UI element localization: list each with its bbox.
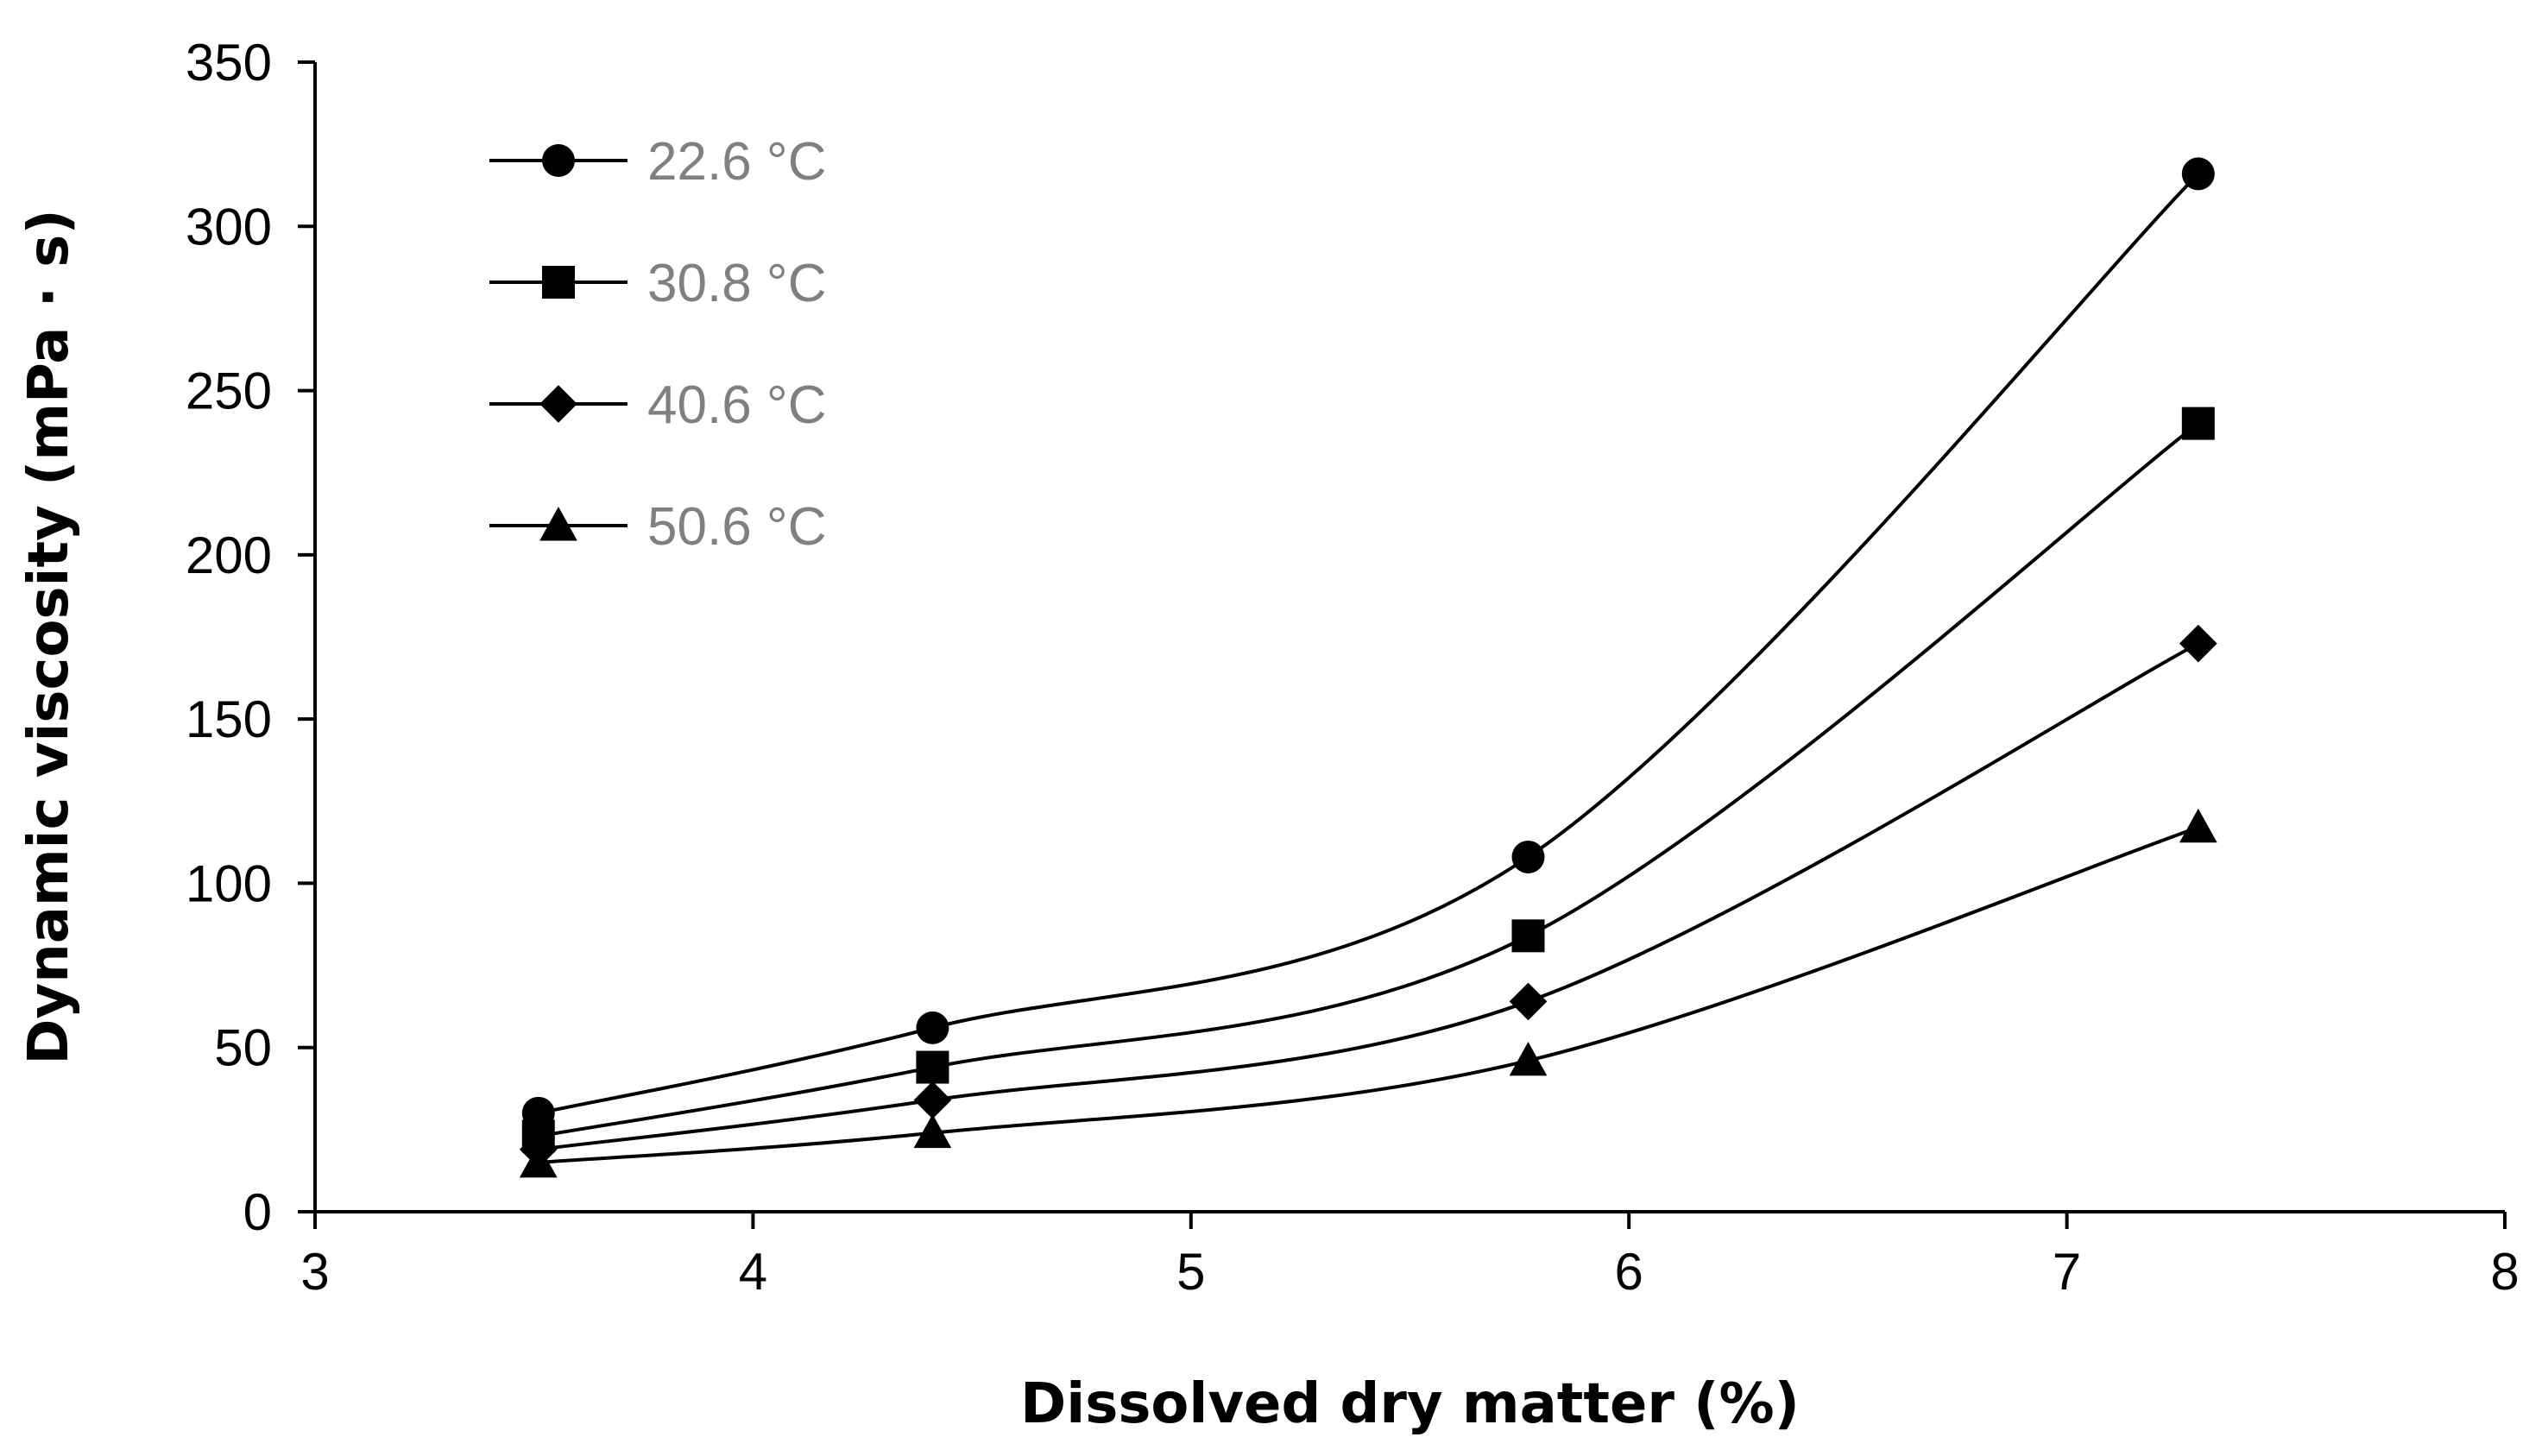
circle-marker [542, 144, 575, 177]
series-line [538, 825, 2199, 1164]
legend-item: 50.6 °C [489, 497, 826, 557]
axes: 3 4 5 6 7 8 0 50 100 150 200 250 300 350 [186, 34, 2520, 1301]
x-axis-title: Dissolved dry matter (%) [1020, 1372, 1800, 1436]
square-marker [1511, 919, 1545, 953]
triangle-marker [2179, 808, 2217, 843]
series-line [538, 422, 2200, 1138]
x-tick-label: 4 [739, 1243, 767, 1301]
x-tick-label: 7 [2053, 1243, 2081, 1301]
legend-item: 40.6 °C [489, 375, 826, 435]
x-tick-label: 3 [300, 1243, 329, 1301]
triangle-marker [539, 507, 577, 541]
series-4 [519, 808, 2217, 1178]
circle-marker [2181, 157, 2215, 191]
y-tick-label: 250 [186, 362, 272, 420]
series-3 [519, 624, 2217, 1169]
series-layer [519, 157, 2217, 1178]
diamond-marker [1509, 982, 1548, 1021]
square-marker [542, 266, 575, 299]
legend-label: 30.8 °C [647, 254, 826, 313]
triangle-marker [1509, 1042, 1548, 1076]
legend-item: 22.6 °C [489, 132, 826, 192]
circle-marker [916, 1011, 949, 1044]
legend-label: 40.6 °C [647, 375, 826, 435]
square-marker [916, 1050, 949, 1084]
y-tick-label: 100 [186, 854, 272, 912]
square-marker [2181, 407, 2215, 440]
y-tick-label: 150 [186, 690, 272, 748]
triangle-marker [913, 1113, 952, 1149]
legend: 22.6 °C 30.8 °C 40.6 °C 50.6 °C [489, 132, 826, 557]
triangle-marker [519, 1144, 558, 1178]
y-tick-label: 200 [186, 526, 272, 584]
diamond-marker [2179, 624, 2217, 663]
y-tick-label: 350 [186, 34, 272, 91]
x-tick-label: 8 [2490, 1243, 2519, 1301]
y-axis-title: Dynamic viscosity (mPa · s) [17, 209, 81, 1064]
y-tick-label: 0 [243, 1183, 272, 1241]
series-line [538, 641, 2199, 1151]
y-tick-label: 50 [214, 1019, 272, 1077]
y-tick-label: 300 [186, 198, 272, 255]
legend-label: 50.6 °C [647, 497, 826, 557]
x-tick-label: 6 [1615, 1243, 1643, 1301]
diamond-marker [539, 385, 577, 423]
diamond-marker [913, 1081, 952, 1119]
circle-marker [1511, 840, 1545, 873]
series-line [538, 172, 2200, 1115]
legend-label: 22.6 °C [647, 132, 826, 192]
legend-item: 30.8 °C [489, 254, 826, 313]
x-tick-label: 5 [1176, 1243, 1205, 1301]
